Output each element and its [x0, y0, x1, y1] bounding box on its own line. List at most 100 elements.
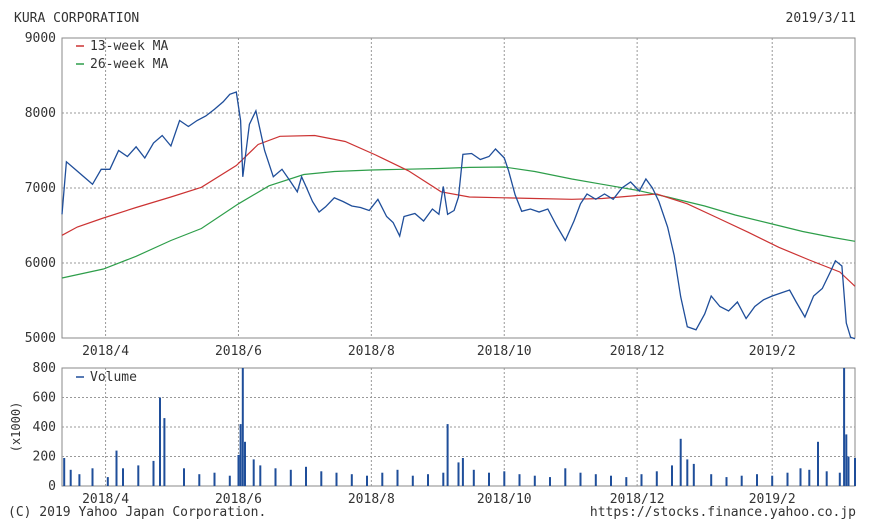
legend-label-ma13: 13-week MA — [90, 39, 168, 54]
volume-bar — [228, 475, 231, 486]
volume-bar — [335, 472, 338, 486]
price-y-tick-label: 8000 — [25, 106, 56, 121]
volume-bar — [710, 474, 713, 486]
volume-bar — [259, 465, 262, 486]
volume-bar — [213, 472, 216, 486]
volume-bar — [152, 460, 155, 486]
legend-label-volume: Volume — [90, 370, 137, 385]
volume-bar — [854, 458, 856, 486]
volume-bar — [457, 462, 460, 486]
volume-x-tick-label: 2018/12 — [610, 492, 665, 507]
volume-bar — [564, 468, 567, 486]
volume-bar — [122, 468, 124, 486]
source-url[interactable]: https://stocks.finance.yahoo.co.jp — [589, 505, 856, 520]
company-name: KURA CORPORATION — [14, 11, 140, 26]
volume-bar — [533, 475, 536, 486]
volume-y-tick-label: 200 — [33, 450, 56, 465]
volume-bar — [237, 455, 240, 486]
volume-bar — [488, 472, 490, 486]
volume-bar — [320, 471, 323, 487]
ma13-line — [61, 134, 856, 287]
volume-bar — [679, 438, 682, 486]
volume-bar — [808, 469, 811, 486]
volume-bar — [838, 472, 841, 486]
price-y-tick-label: 6000 — [25, 256, 56, 271]
volume-bar — [799, 468, 802, 486]
price-x-tick-label: 2018/8 — [348, 344, 395, 359]
volume-bar — [845, 434, 848, 486]
volume-bar — [137, 465, 140, 486]
volume-bar — [159, 397, 161, 486]
volume-y-tick-label: 600 — [33, 391, 56, 406]
volume-bar — [427, 474, 429, 486]
volume-bar — [396, 469, 399, 486]
volume-bar — [350, 474, 353, 486]
volume-x-tick-label: 2018/8 — [348, 492, 395, 507]
volume-bar — [381, 472, 384, 486]
volume-bar — [115, 450, 118, 486]
volume-bar — [252, 459, 255, 486]
volume-bar — [472, 469, 475, 486]
volume-bar — [692, 463, 695, 486]
volume-bar — [847, 456, 850, 486]
price-line — [61, 91, 856, 340]
volume-bar — [163, 418, 166, 486]
volume-y-tick-label: 400 — [33, 420, 56, 435]
volume-bar — [63, 458, 66, 486]
volume-bar — [655, 471, 658, 487]
volume-bar — [198, 474, 201, 486]
price-x-tick-label: 2018/10 — [477, 344, 532, 359]
volume-bar — [843, 368, 846, 486]
volume-y-tick-label: 0 — [48, 479, 56, 494]
volume-bar — [461, 458, 464, 486]
volume-x-tick-label: 2018/6 — [215, 492, 262, 507]
volume-bar — [305, 466, 307, 486]
price-y-tick-label: 5000 — [25, 331, 56, 346]
volume-bar — [518, 474, 521, 486]
volume-bar — [671, 465, 673, 486]
volume-bar — [625, 477, 628, 486]
volume-bar — [549, 477, 551, 486]
volume-bar — [106, 477, 109, 486]
volume-bar — [825, 471, 828, 487]
price-x-tick-label: 2018/4 — [82, 344, 129, 359]
volume-bar — [244, 441, 246, 487]
volume-bar — [817, 441, 819, 487]
volume-bar — [241, 368, 244, 486]
volume-bar — [91, 468, 94, 486]
price-x-tick-label: 2019/2 — [749, 344, 796, 359]
volume-x-tick-label: 2018/10 — [477, 492, 532, 507]
volume-unit-label: (x1000) — [9, 402, 23, 453]
volume-bar — [446, 424, 449, 486]
volume-y-tick-label: 800 — [33, 361, 56, 376]
price-x-tick-label: 2018/12 — [610, 344, 665, 359]
volume-bar — [640, 474, 643, 486]
copyright-notice: (C) 2019 Yahoo Japan Corporation. — [8, 505, 267, 520]
volume-bar — [594, 474, 597, 486]
volume-bar — [274, 468, 277, 486]
price-x-tick-label: 2018/6 — [215, 344, 262, 359]
price-y-tick-label: 9000 — [25, 31, 56, 46]
ma26-line — [61, 166, 856, 279]
volume-bar — [442, 472, 445, 486]
volume-bar — [610, 475, 612, 486]
volume-bar — [239, 424, 242, 486]
volume-bar — [78, 474, 81, 486]
volume-x-tick-label: 2018/4 — [82, 492, 129, 507]
volume-bar — [69, 469, 72, 486]
volume-bar — [771, 475, 774, 486]
volume-bar — [411, 475, 414, 486]
volume-bar — [183, 468, 185, 486]
price-y-tick-label: 7000 — [25, 181, 56, 196]
volume-bar — [686, 459, 689, 486]
volume-bar — [725, 477, 728, 486]
volume-x-tick-label: 2019/2 — [749, 492, 796, 507]
volume-bar — [756, 474, 758, 486]
volume-bar — [786, 472, 789, 486]
volume-bar — [579, 472, 582, 486]
volume-bar — [740, 475, 743, 486]
legend-label-ma26: 26-week MA — [90, 57, 168, 72]
volume-bar — [366, 475, 368, 486]
volume-bar — [503, 471, 506, 487]
